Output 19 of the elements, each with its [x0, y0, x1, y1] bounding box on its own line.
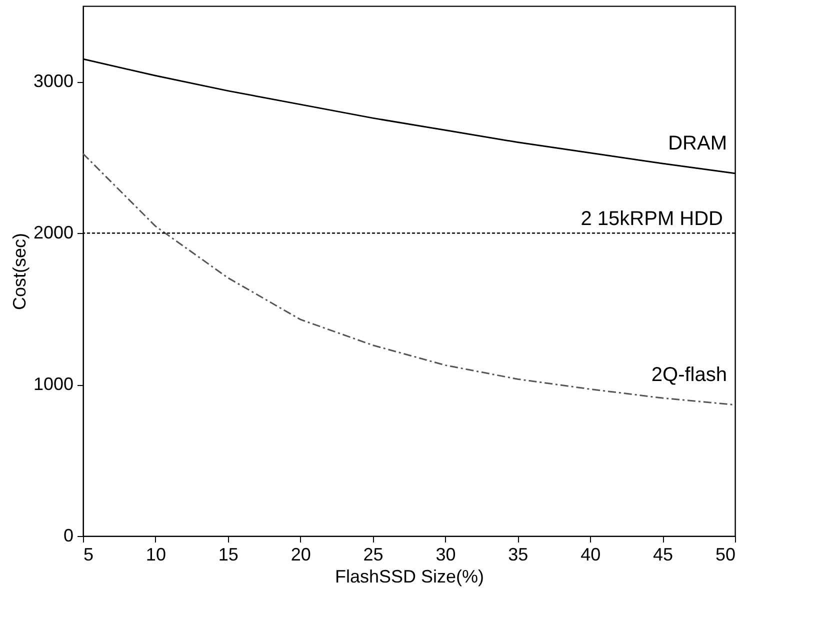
- x-tick-label: 10: [146, 544, 166, 564]
- x-tick-label: 15: [218, 544, 238, 564]
- y-axis-title: Cost(sec): [9, 232, 30, 310]
- ref-line-label: 2 15kRPM HDD: [580, 208, 723, 230]
- x-tick-label: 35: [508, 544, 528, 564]
- x-tick-label: 45: [653, 544, 674, 564]
- y-tick-label: 3000: [33, 71, 74, 92]
- y-tick-label: 1000: [33, 374, 74, 394]
- x-tick-label: 5: [84, 544, 94, 564]
- y-tick-label: 0: [63, 526, 74, 546]
- series-label: DRAM: [668, 132, 727, 154]
- x-tick-label: 50: [715, 544, 736, 564]
- x-tick-label: 40: [580, 544, 601, 564]
- y-tick-label: 2000: [33, 222, 74, 243]
- x-axis-title: FlashSSD Size(%): [334, 566, 484, 586]
- x-tick-label: 20: [290, 544, 311, 564]
- x-tick-label: 25: [363, 544, 384, 564]
- series-label: 2Q-flash: [651, 364, 727, 386]
- x-tick-label: 30: [436, 544, 456, 564]
